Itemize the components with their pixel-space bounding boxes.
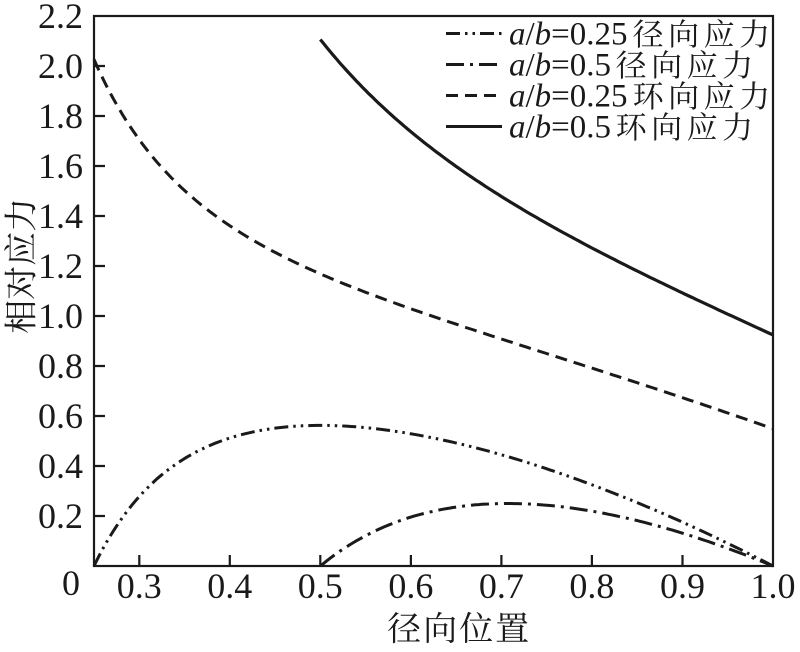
svg-text:0.7: 0.7 [479, 566, 524, 606]
svg-text:1.6: 1.6 [38, 146, 83, 186]
svg-text:a/b=0.25: a/b=0.25 [509, 17, 628, 53]
svg-text:0.8: 0.8 [38, 346, 83, 386]
svg-text:0.5: 0.5 [298, 566, 343, 606]
svg-text:0.6: 0.6 [388, 566, 433, 606]
svg-text:2.2: 2.2 [38, 0, 83, 36]
svg-text:0.2: 0.2 [38, 496, 83, 536]
svg-text:0.4: 0.4 [207, 566, 252, 606]
svg-text:1.0: 1.0 [751, 566, 796, 606]
svg-text:a/b=0.5: a/b=0.5 [509, 48, 611, 84]
svg-text:a/b=0.5: a/b=0.5 [509, 110, 611, 146]
svg-text:1.2: 1.2 [38, 246, 83, 286]
svg-text:1.4: 1.4 [38, 196, 83, 236]
svg-text:0.4: 0.4 [38, 446, 83, 486]
svg-text:a/b=0.25: a/b=0.25 [509, 79, 628, 115]
svg-text:0.3: 0.3 [117, 566, 162, 606]
svg-text:0.8: 0.8 [569, 566, 614, 606]
svg-text:1.0: 1.0 [38, 296, 83, 336]
svg-text:0.9: 0.9 [660, 566, 705, 606]
svg-text:2.0: 2.0 [38, 46, 83, 86]
svg-text:0.6: 0.6 [38, 396, 83, 436]
svg-text:1.8: 1.8 [38, 96, 83, 136]
svg-text:0: 0 [62, 563, 80, 603]
